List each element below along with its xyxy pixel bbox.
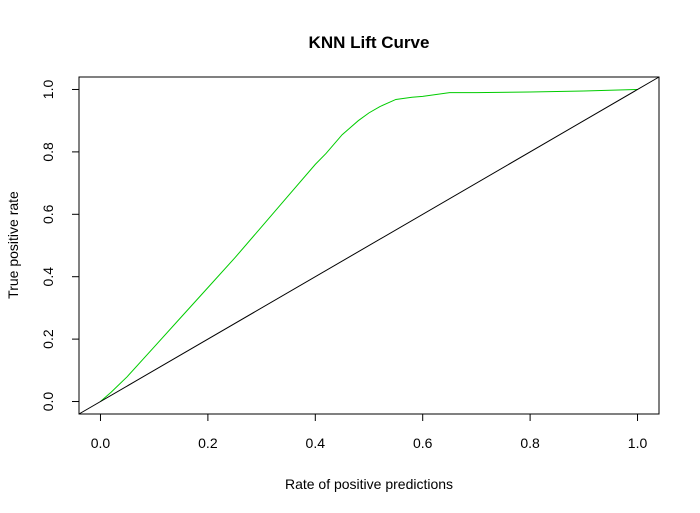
series-layer [78,76,660,415]
y-tick-label: 0.6 [40,204,56,224]
chart-title: KNN Lift Curve [309,33,430,52]
lift-curve-line [100,88,638,402]
y-axis-label: True positive rate [5,191,21,299]
y-tick-label: 1.0 [40,80,56,100]
x-axis-label: Rate of positive predictions [285,476,453,492]
y-axis: 0.0 0.2 0.4 0.6 0.8 1.0 [40,80,80,412]
y-tick-label: 0.2 [40,329,56,349]
y-tick-label: 0.4 [40,267,56,287]
x-tick-label: 0.6 [413,435,433,451]
x-tick-label: 0.8 [520,435,540,451]
x-tick-label: 0.0 [91,435,111,451]
x-tick-label: 0.4 [306,435,326,451]
y-tick-label: 0.0 [40,392,56,412]
x-axis: 0.0 0.2 0.4 0.6 0.8 1.0 [91,413,648,451]
x-tick-label: 0.2 [198,435,218,451]
baseline-diagonal-line [78,76,660,415]
x-tick-label: 1.0 [628,435,648,451]
y-tick-label: 0.8 [40,142,56,162]
